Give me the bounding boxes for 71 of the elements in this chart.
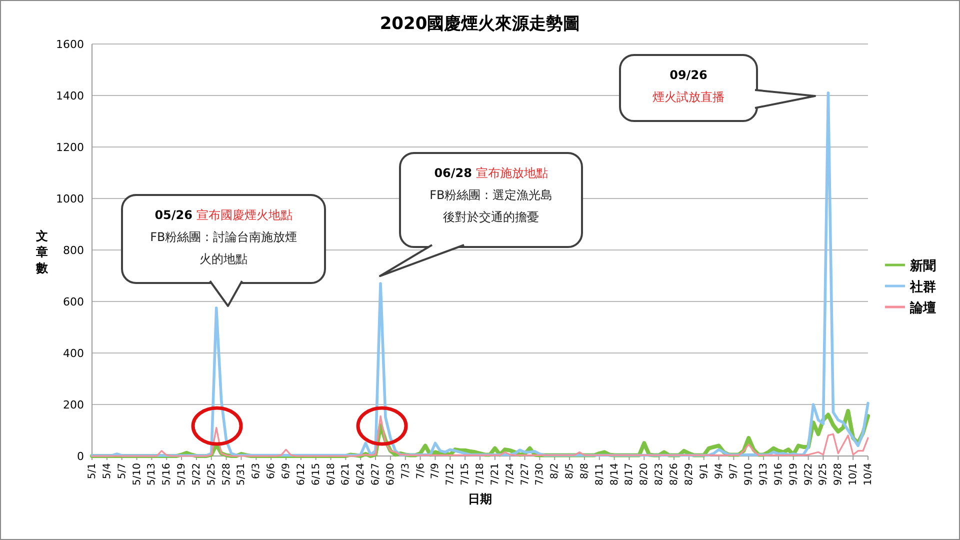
x-tick-label: 9/1 (698, 463, 710, 480)
x-tick-label: 6/18 (326, 463, 337, 486)
x-tick-label: 7/18 (475, 463, 486, 486)
x-tick-label: 6/9 (281, 463, 292, 480)
x-tick-label: 8/20 (639, 463, 650, 486)
legend-label: 社群 (909, 279, 936, 295)
x-tick-label: 8/11 (594, 463, 606, 486)
x-tick-label: 7/15 (460, 463, 472, 486)
x-tick-label: 9/13 (758, 463, 770, 486)
x-tick-label: 7/27 (520, 463, 531, 486)
x-tick-label: 9/7 (728, 463, 740, 480)
x-tick-label: 6/27 (370, 463, 382, 486)
x-tick-label: 7/6 (415, 463, 426, 480)
x-tick-label: 9/28 (833, 463, 844, 486)
y-tick-label: 1000 (56, 192, 84, 206)
y-tick-label: 400 (63, 347, 84, 360)
x-tick-label: 5/1 (87, 463, 98, 480)
x-tick-label: 5/7 (116, 463, 128, 480)
x-tick-label: 10/1 (848, 463, 860, 486)
x-tick-label: 6/24 (356, 463, 367, 486)
x-tick-label: 7/30 (534, 463, 546, 486)
x-tick-label: 9/4 (714, 463, 725, 480)
x-tick-label: 8/23 (654, 463, 666, 486)
annotation: 09/26 煙火試放直播 (652, 68, 724, 104)
x-tick-label: 6/15 (310, 463, 322, 486)
legend-label: 新聞 (909, 258, 936, 274)
x-tick-label: 7/21 (490, 463, 501, 486)
x-tick-label: 8/17 (624, 463, 636, 486)
x-tick-label: 9/22 (803, 463, 814, 486)
x-tick-label: 5/10 (132, 463, 143, 486)
x-tick-label: 5/22 (191, 463, 202, 486)
x-tick-label: 8/2 (550, 463, 561, 480)
x-tick-label: 9/25 (818, 463, 830, 486)
x-tick-label: 7/3 (400, 463, 412, 480)
x-tick-label: 6/21 (340, 463, 352, 486)
chart-title: 2020國慶煙火來源走勢圖 (380, 14, 580, 34)
x-tick-label: 9/19 (788, 463, 800, 486)
x-tick-label: 6/12 (296, 463, 307, 486)
y-tick-label: 200 (63, 398, 84, 412)
y-tick-label: 800 (63, 244, 84, 257)
x-tick-label: 8/5 (564, 463, 576, 480)
y-tick-label: 1600 (56, 38, 84, 51)
x-tick-label: 8/8 (579, 463, 590, 480)
x-tick-label: 7/12 (445, 463, 456, 486)
x-tick-label: 7/24 (504, 463, 516, 486)
x-tick-label: 5/28 (221, 463, 232, 486)
x-tick-label: 5/13 (146, 463, 158, 486)
x-tick-label: 6/30 (385, 463, 396, 486)
x-tick-label: 8/14 (609, 463, 620, 486)
x-tick-label: 5/4 (102, 463, 113, 480)
legend-label: 論壇 (909, 300, 936, 316)
y-tick-label: 1400 (56, 90, 84, 102)
annotation: 06/28 宣布施放地點 FB粉絲團 : 選定漁光島後對於交通的擔憂 (430, 166, 552, 224)
annotation: 05/26 宣布國慶煙火地點 FB粉絲團 : 討論台南施放煙火的地點 (150, 208, 297, 266)
y-tick-label: 0 (77, 450, 84, 463)
y-tick-label: 1200 (56, 141, 84, 154)
x-axis-title: 日期 (468, 492, 492, 506)
x-tick-label: 5/19 (176, 463, 188, 486)
y-tick-label: 600 (63, 296, 84, 308)
x-tick-label: 5/31 (236, 463, 248, 486)
x-tick-label: 5/16 (162, 463, 173, 486)
x-tick-label: 9/10 (744, 463, 755, 486)
x-tick-label: 8/29 (684, 463, 695, 486)
x-tick-label: 8/26 (669, 463, 680, 486)
y-axis-title: 文章數 (35, 229, 49, 275)
x-tick-label: 7/9 (430, 463, 442, 480)
x-tick-label: 6/6 (266, 463, 278, 480)
x-tick-label: 9/16 (773, 463, 784, 486)
x-tick-label: 6/3 (251, 463, 262, 480)
x-tick-label: 10/4 (863, 463, 874, 486)
x-tick-label: 5/25 (206, 463, 218, 486)
